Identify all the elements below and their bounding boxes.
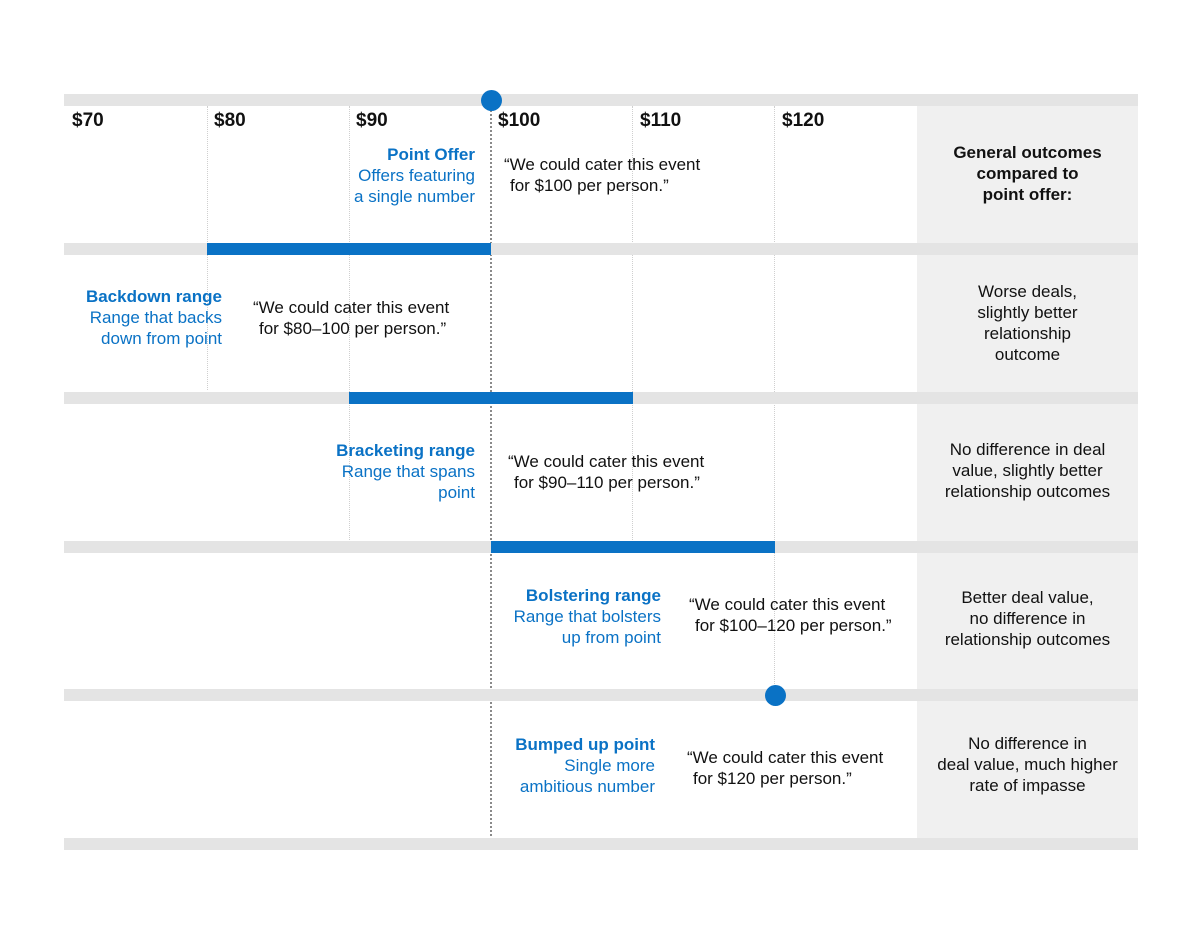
- baseline-100: [490, 106, 492, 840]
- outcome-line: slightly better: [977, 303, 1078, 322]
- strategy-desc: Offers featuring: [358, 166, 475, 185]
- outcome-line: relationship: [984, 324, 1071, 343]
- strategy-desc: Single more: [564, 756, 655, 775]
- track-axis: [64, 94, 1138, 106]
- quote-line: “We could cater this event: [689, 595, 886, 614]
- tick-label-100: $100: [498, 110, 541, 131]
- outcome-line: relationship outcomes: [944, 482, 1111, 501]
- strategy-label-bumped: Bumped up point Single more ambitious nu…: [515, 734, 655, 797]
- track-row-4: [64, 689, 1138, 701]
- outcomes-header-line: point offer:: [982, 185, 1073, 204]
- track-bottom: [64, 838, 1138, 850]
- outcome-line: value, slightly better: [952, 461, 1103, 480]
- range-bar-bracketing: [349, 392, 633, 404]
- gridline-110: [632, 106, 633, 540]
- quote-line: for $100–120 per person.”: [695, 616, 892, 635]
- example-quote-backdown: “We could cater this event for $80–100 p…: [253, 297, 449, 339]
- strategy-label-bolstering: Bolstering range Range that bolsters up …: [514, 585, 661, 648]
- strategy-desc: down from point: [101, 329, 222, 348]
- strategy-label-point-offer: Point Offer Offers featuring a single nu…: [354, 144, 475, 207]
- strategy-desc: a single number: [354, 187, 475, 206]
- strategy-desc: Range that spans: [341, 462, 475, 481]
- outcome-line: rate of impasse: [969, 776, 1086, 795]
- point-marker-bumped: [765, 685, 786, 706]
- quote-line: for $120 per person.”: [693, 769, 852, 788]
- tick-label-80: $80: [214, 110, 246, 131]
- strategy-title: Backdown range: [85, 287, 222, 306]
- outcome-line: Worse deals,: [978, 282, 1077, 301]
- example-quote-bumped: “We could cater this event for $120 per …: [687, 747, 883, 789]
- outcomes-header-line: General outcomes: [953, 143, 1102, 162]
- strategy-label-backdown: Backdown range Range that backs down fro…: [86, 286, 222, 349]
- strategy-label-bracketing: Bracketing range Range that spans point: [336, 440, 475, 503]
- outcome-line: deal value, much higher: [937, 755, 1118, 774]
- outcomes-header-line: compared to: [976, 164, 1079, 183]
- tick-label-110: $110: [640, 110, 682, 131]
- outcome-backdown: Worse deals, slightly better relationshi…: [917, 281, 1138, 365]
- quote-line: “We could cater this event: [508, 452, 705, 471]
- outcome-line: Better deal value,: [961, 588, 1094, 607]
- strategy-desc: up from point: [561, 628, 661, 647]
- example-quote-bolstering: “We could cater this event for $100–120 …: [689, 594, 892, 636]
- quote-line: “We could cater this event: [504, 155, 701, 174]
- outcome-line: No difference in deal: [949, 440, 1106, 459]
- outcomes-panel: [917, 100, 1138, 840]
- quote-line: for $80–100 per person.”: [259, 319, 447, 338]
- outcome-line: No difference in: [968, 734, 1087, 753]
- quote-line: for $100 per person.”: [510, 176, 669, 195]
- strategy-desc: Range that backs: [89, 308, 222, 327]
- tick-label-90: $90: [356, 110, 388, 131]
- outcome-bumped: No difference in deal value, much higher…: [917, 733, 1138, 796]
- outcome-line: outcome: [994, 345, 1061, 364]
- example-quote-bracketing: “We could cater this event for $90–110 p…: [508, 451, 704, 493]
- point-marker-offer: [481, 90, 502, 111]
- strategy-title: Point Offer: [387, 145, 475, 164]
- outcomes-header: General outcomes compared to point offer…: [917, 142, 1138, 205]
- tick-label-120: $120: [782, 110, 825, 131]
- range-bar-bolstering: [491, 541, 775, 553]
- outcome-line: relationship outcomes: [944, 630, 1111, 649]
- strategy-desc: point: [438, 483, 475, 502]
- outcome-bracketing: No difference in deal value, slightly be…: [917, 439, 1138, 502]
- tick-label-70: $70: [72, 110, 104, 131]
- quote-line: “We could cater this event: [687, 748, 884, 767]
- example-quote-point-offer: “We could cater this event for $100 per …: [504, 154, 700, 196]
- gridline-90: [349, 106, 350, 540]
- strategy-desc: ambitious number: [519, 777, 655, 796]
- strategy-desc: Range that bolsters: [513, 607, 661, 626]
- strategy-title: Bolstering range: [525, 586, 661, 605]
- strategy-title: Bracketing range: [336, 441, 475, 460]
- quote-line: for $90–110 per person.”: [514, 473, 700, 492]
- outcome-line: no difference in: [969, 609, 1086, 628]
- strategy-title: Bumped up point: [515, 735, 655, 754]
- range-bar-backdown: [207, 243, 491, 255]
- outcome-bolstering: Better deal value, no difference in rela…: [917, 587, 1138, 650]
- quote-line: “We could cater this event: [253, 298, 450, 317]
